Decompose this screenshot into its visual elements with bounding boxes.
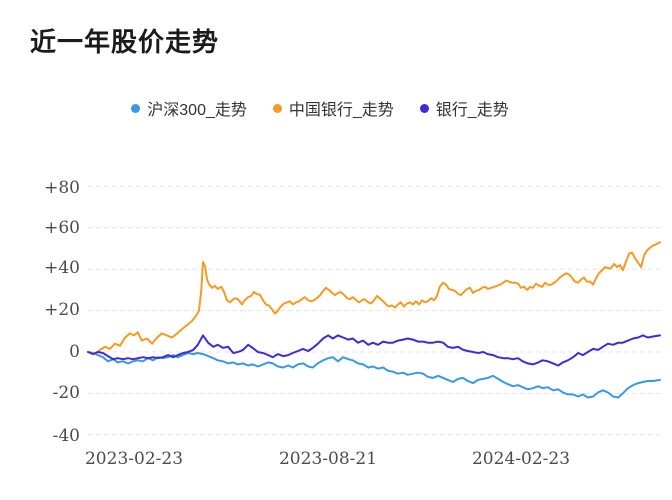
- legend-dot-bank-sector-icon: [419, 103, 429, 113]
- y-axis-tick-minus20: -20: [52, 383, 80, 403]
- page-title: 近一年股价走势: [30, 27, 220, 57]
- y-axis-tick-minus40: -40: [52, 426, 80, 446]
- x-axis-tick-end-date: 2024-02-23: [471, 449, 571, 469]
- chart-legend: 沪深300_走势 中国银行_走势 银行_走势: [0, 96, 640, 120]
- legend-dot-csi300-icon: [131, 103, 141, 113]
- legend-label-bank-of-china: 中国银行_走势: [288, 102, 394, 119]
- y-axis-tick-plus40: +40: [44, 258, 80, 278]
- x-axis-tick-mid-date: 2023-08-21: [278, 449, 378, 469]
- legend-label-csi300: 沪深300_走势: [147, 102, 247, 119]
- legend-label-bank-sector: 银行_走势: [435, 102, 509, 119]
- legend-item-bank-of-china[interactable]: 中国银行_走势: [272, 96, 394, 120]
- y-axis-tick-zero: 0: [69, 342, 80, 362]
- y-axis-tick-plus80: +80: [44, 178, 80, 198]
- legend-dot-bank-of-china-icon: [272, 103, 282, 113]
- x-axis-tick-start-date: 2023-02-23: [84, 449, 184, 469]
- legend-item-csi300[interactable]: 沪深300_走势: [131, 96, 247, 120]
- y-axis-tick-plus60: +60: [44, 218, 80, 238]
- y-axis-tick-plus20: +20: [44, 300, 80, 320]
- legend-item-bank-sector[interactable]: 银行_走势: [419, 96, 509, 120]
